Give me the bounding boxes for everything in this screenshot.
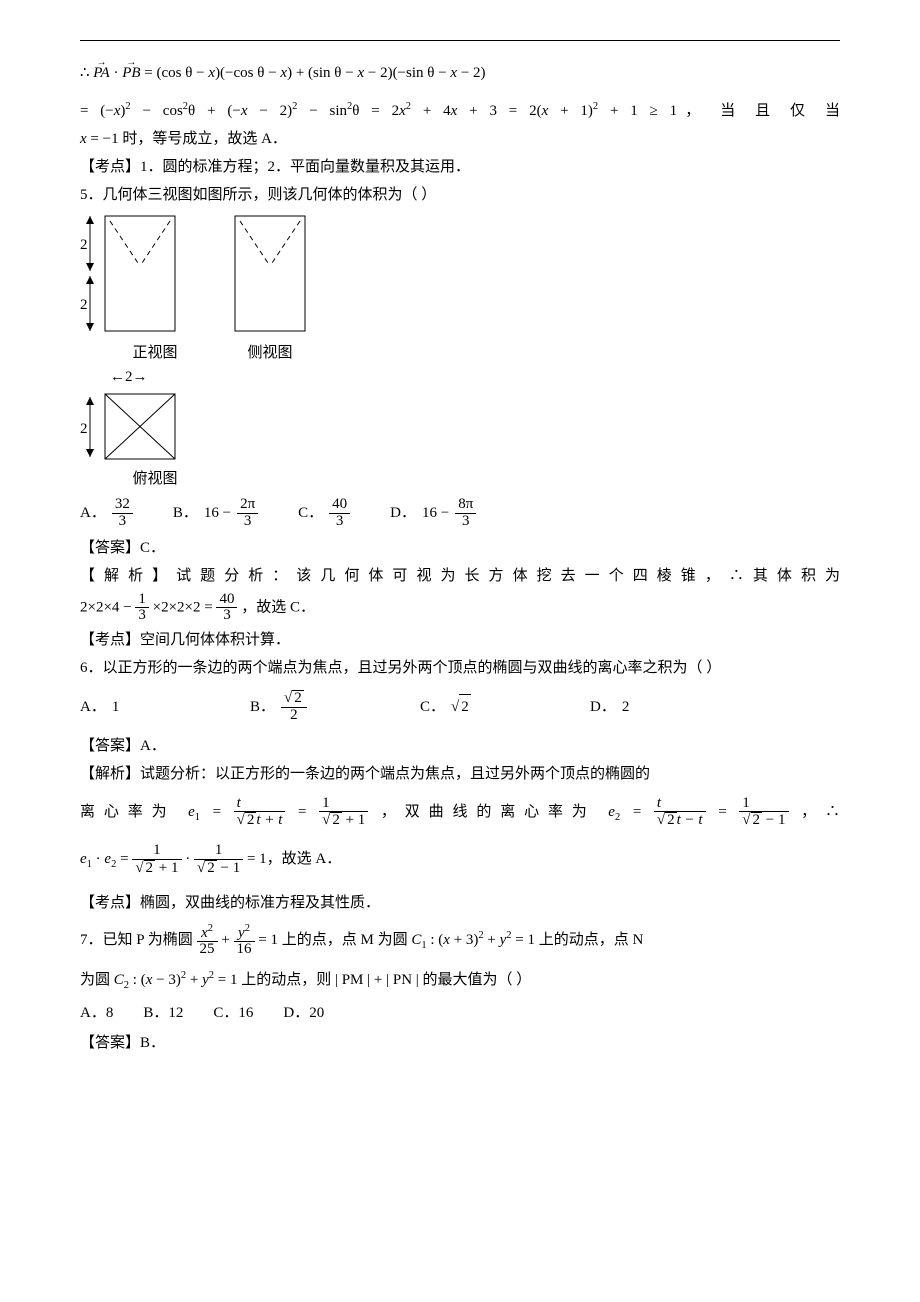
q7-line2: 为圆 C2 : (x − 3)2 + y2 = 1 上的动点，则 | PM | …	[80, 968, 840, 995]
eq4-line3: x = −1 时，等号成立，故选 A．	[80, 127, 840, 151]
q5-opt-d: D．16 − 8π3	[390, 497, 476, 530]
q6-expl1: 【解析】试题分析：以正方形的一条边的两个端点为焦点，且过另外两个顶点的椭圆的	[80, 762, 840, 786]
q5-stem: 5．几何体三视图如图所示，则该几何体的体积为（ ）	[80, 183, 840, 207]
page: ∴ →PA · →PB = (cos θ − x)(−cos θ − x) + …	[0, 0, 920, 1119]
q5-expl-pre: 【解析】试题分析：该几何体可视为长方体挖去一个四棱锥，∴其体积为	[80, 564, 840, 588]
dim-2a: 2	[80, 237, 88, 253]
q6-opt-c: C．2	[420, 694, 550, 719]
dim-2c: 2	[80, 421, 88, 437]
side-view	[230, 211, 310, 341]
q5-options: A．323 B．16 − 2π3 C．403 D．16 − 8π3	[80, 497, 840, 530]
q5-ans: 【答案】C．	[80, 536, 840, 560]
q7-opt-d: D．20	[283, 1001, 324, 1025]
q5-opt-a: A．323	[80, 497, 133, 530]
eq4-line1: ∴ →PA · →PB = (cos θ − x)(−cos θ − x) + …	[80, 61, 840, 85]
front-view: 2 2	[80, 211, 190, 341]
q6-ans: 【答案】A．	[80, 734, 840, 758]
q7-options: A．8 B．12 C．16 D．20	[80, 1001, 840, 1025]
front-label: 正视图	[80, 341, 210, 365]
q6-stem: 6．以正方形的一条边的两个端点为焦点，且过另外两个顶点的椭圆与双曲线的离心率之积…	[80, 656, 840, 680]
q6-kp: 【考点】椭圆，双曲线的标准方程及其性质．	[80, 891, 840, 915]
q7-opt-a: A．8	[80, 1001, 113, 1025]
top-dim-arrow: ←2→	[80, 365, 840, 389]
q7-line1: 7．已知 P 为椭圆 x225 + y216 = 1 上的点，点 M 为圆 C1…	[80, 923, 840, 959]
q5-calc: 2×2×4 − 13 ×2×2×2 = 403 ，故选 C．	[80, 592, 840, 625]
eq4-line3-post: 时，等号成立，故选 A．	[119, 131, 287, 147]
side-label: 侧视图	[230, 341, 310, 365]
kp4: 【考点】1．圆的标准方程；2．平面向量数量积及其运用．	[80, 155, 840, 179]
top-label: 俯视图	[80, 467, 210, 491]
q6-e1e2-line: 离心率为 e1 = t2t + t = 12 + 1 ，双曲线的离心率为 e2 …	[80, 796, 840, 830]
top-view: 2	[80, 389, 190, 467]
q7-opt-c: C．16	[213, 1001, 253, 1025]
q5-kp: 【考点】空间几何体体积计算．	[80, 628, 840, 652]
q6-prod: e1 · e2 = 12 + 1 · 12 − 1 = 1，故选 A．	[80, 843, 840, 877]
top-rule	[80, 40, 840, 41]
eq4-line2: = (−x)2 − cos2θ + (−x − 2)2 − sin2θ = 2x…	[80, 99, 840, 123]
q5-opt-c: C．403	[298, 497, 350, 530]
q7-ans: 【答案】B．	[80, 1031, 840, 1055]
dim-2b: 2	[80, 297, 88, 313]
q5-opt-b: B．16 − 2π3	[173, 497, 258, 530]
three-views: 2 2 正视图	[80, 211, 840, 491]
q6-opt-b: B．22	[250, 690, 380, 724]
q6-opt-d: D．2	[590, 695, 629, 719]
q6-options: A．1 B．22 C．2 D．2	[80, 690, 840, 724]
q7-opt-b: B．12	[143, 1001, 183, 1025]
q6-opt-a: A．1	[80, 695, 210, 719]
